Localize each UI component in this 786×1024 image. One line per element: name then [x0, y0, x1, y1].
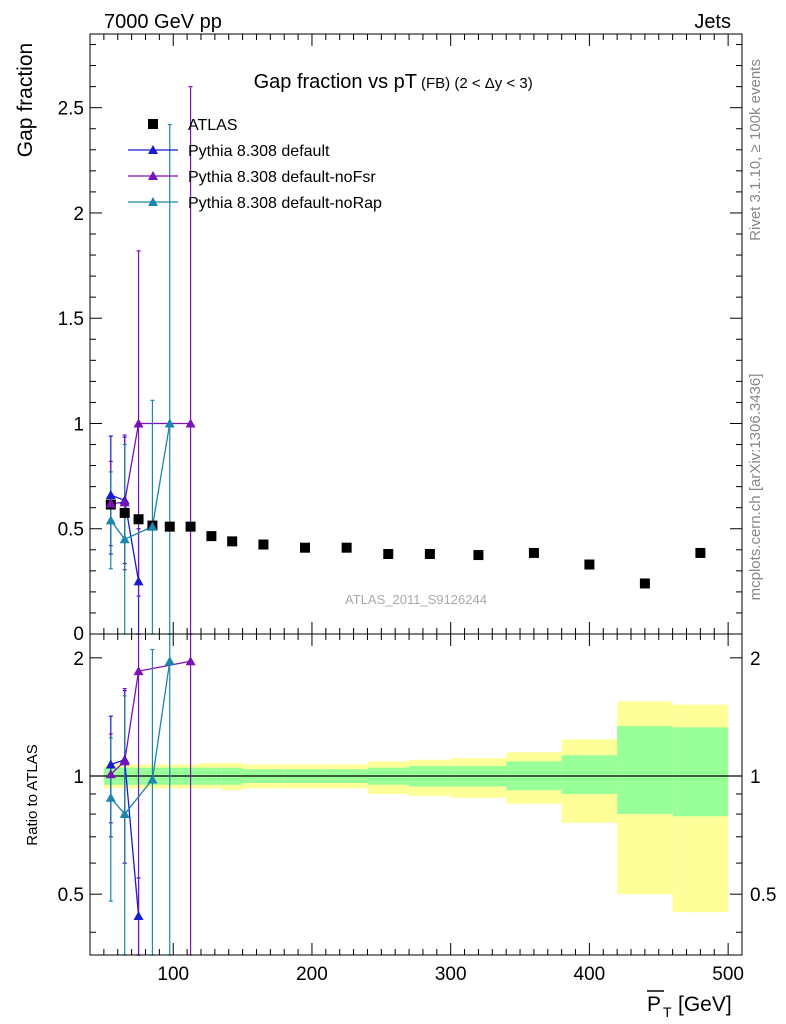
legend: ATLAS Pythia 8.308 default Pythia 8.308 de… — [128, 117, 382, 212]
main-y-tick-label: 0.5 — [58, 520, 84, 541]
data-point-atlas — [119, 507, 130, 518]
legend-marker-norap — [148, 197, 158, 206]
ratio-marker-norap — [119, 809, 130, 819]
x-label-unit: [GeV] — [678, 993, 732, 1016]
data-point-atlas — [206, 531, 217, 542]
data-point-atlas — [383, 549, 394, 559]
x-label-main: P — [647, 993, 661, 1016]
x-tick-label: 200 — [296, 964, 328, 985]
legend-label: Pythia 8.308 default-noRap — [188, 195, 382, 212]
series-line-norap — [110, 423, 171, 541]
plot-title-main: Gap fraction vs pT — [254, 71, 417, 93]
data-point-atlas — [424, 549, 435, 559]
series-line-nofsr — [110, 422, 191, 505]
ratio-y-tick-label-left: 0.5 — [58, 885, 84, 906]
plot-title-sub: (FB) (2 < Δy < 3) — [421, 75, 533, 92]
data-point-atlas — [639, 578, 650, 589]
data-point-atlas — [133, 514, 144, 525]
ratio-marker-nofsr — [133, 666, 144, 676]
marker-nofsr — [119, 497, 130, 507]
main-y-tick-label: 0 — [73, 624, 84, 645]
data-point-atlas — [473, 550, 484, 561]
data-point-atlas — [185, 521, 196, 532]
header-right: Jets — [694, 11, 731, 33]
ratio-panel: 0.5 0.5 1 1 2 2 100 200 300 400 500 — [58, 633, 776, 985]
legend-marker-nofsr — [148, 171, 158, 180]
data-point-atlas — [258, 539, 269, 550]
ratio-y-tick-label-left: 1 — [73, 767, 84, 788]
ratio-marker-norap — [164, 656, 175, 666]
x-tick-label: 500 — [712, 964, 744, 985]
main-y-tick-label: 1 — [73, 414, 84, 435]
marker-nofsr — [185, 418, 196, 428]
data-point-atlas — [695, 547, 706, 558]
ratio-y-label: Ratio to ATLAS — [24, 744, 41, 845]
marker-default — [105, 490, 116, 500]
data-point-atlas — [584, 559, 595, 570]
uncertainty-band-inner — [617, 726, 673, 815]
data-point-atlas — [300, 542, 311, 553]
ratio-marker-nofsr — [119, 756, 130, 766]
ratio-marker-nofsr — [105, 769, 116, 779]
ratio-y-tick-label-right: 2 — [750, 649, 761, 670]
main-y-label: Gap fraction — [14, 43, 37, 157]
ratio-line-nofsr — [110, 660, 191, 775]
x-tick-label: 300 — [435, 964, 467, 985]
marker-nofsr — [105, 498, 116, 508]
rivet-version-label: Rivet 3.1.10, ≥ 100k events — [747, 59, 764, 241]
header-left: 7000 GeV pp — [104, 11, 222, 33]
x-tick-label: 100 — [157, 964, 189, 985]
ratio-marker-norap — [105, 792, 116, 802]
uncertainty-band-inner — [561, 755, 618, 794]
data-point-atlas — [341, 542, 352, 553]
ratio-marker-default — [133, 910, 144, 920]
uncertainty-band-inner — [672, 727, 729, 817]
ratio-marker-nofsr — [185, 656, 196, 666]
data-point-atlas — [164, 521, 175, 532]
main-y-tick-label: 1.5 — [58, 309, 84, 330]
main-y-tick-label: 2.5 — [58, 99, 84, 120]
ratio-frame — [89, 633, 743, 956]
x-label-sub: T — [663, 1004, 672, 1020]
main-y-tick-label: 2 — [73, 204, 84, 225]
marker-norap — [147, 521, 158, 531]
legend-label: Pythia 8.308 default — [188, 143, 330, 160]
analysis-watermark: ATLAS_2011_S9126244 — [345, 592, 487, 607]
legend-label: ATLAS — [188, 117, 238, 134]
data-point-atlas — [528, 547, 539, 558]
x-axis-label: P T [GeV] — [647, 990, 732, 1020]
legend-label: Pythia 8.308 default-noFsr — [188, 169, 376, 186]
ratio-y-tick-label-left: 2 — [73, 649, 84, 670]
ratio-marker-norap — [147, 774, 158, 784]
data-point-atlas — [227, 536, 238, 547]
legend-marker-default — [148, 145, 158, 154]
ratio-marker-default — [105, 759, 116, 769]
ratio-y-tick-label-right: 0.5 — [750, 885, 776, 906]
ratio-line-norap — [110, 661, 171, 816]
ratio-y-tick-label-right: 1 — [750, 767, 761, 788]
marker-default — [133, 576, 144, 586]
marker-norap — [164, 418, 175, 428]
marker-norap — [119, 534, 130, 544]
mcplots-label: mcplots.cern.ch [arXiv:1306.3436] — [747, 374, 764, 601]
marker-nofsr — [133, 418, 144, 428]
main-panel: 0.5 1 1.5 2 2.5 0 ATLAS Pythia 8.308 default Py… — [58, 33, 743, 645]
x-tick-label: 400 — [574, 964, 606, 985]
marker-norap — [105, 515, 116, 525]
legend-marker-atlas — [148, 119, 158, 129]
